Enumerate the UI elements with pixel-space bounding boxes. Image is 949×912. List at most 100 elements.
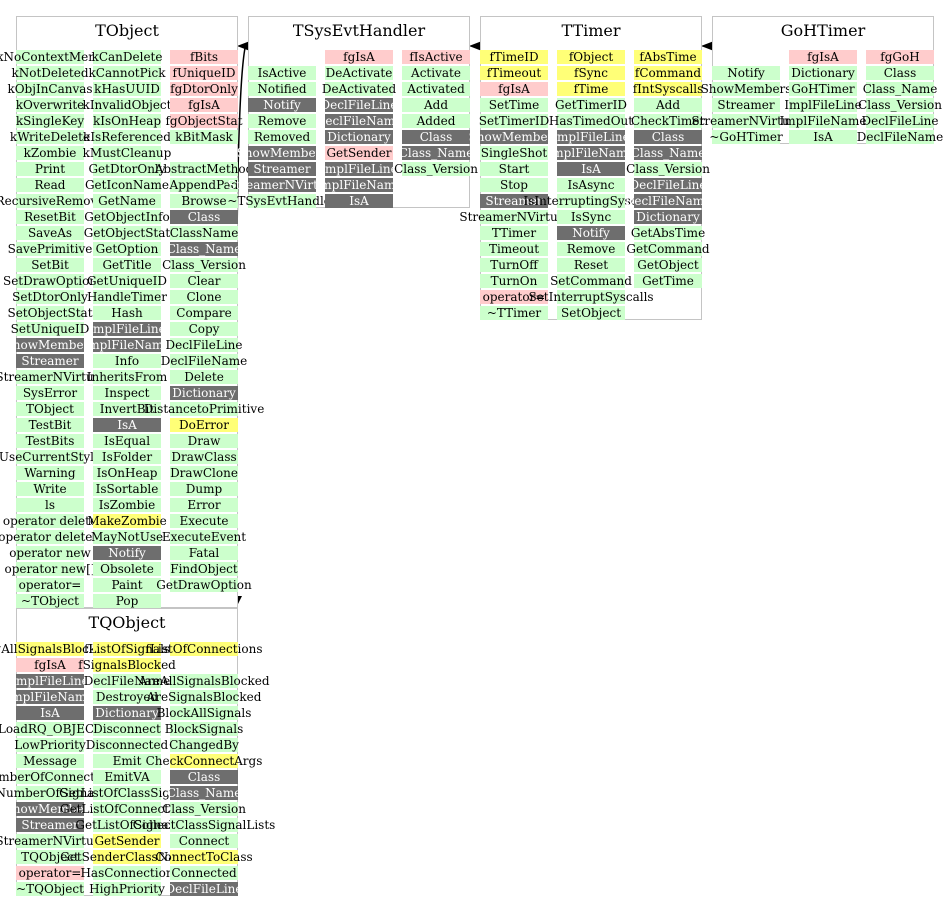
member-ttimer-turnoff: TurnOff <box>480 258 548 272</box>
member-ttimer-implfilename: ImplFileName <box>548 146 634 160</box>
member-label: Notify <box>727 66 765 80</box>
member-tobject-getdtoronly: GetDtorOnly <box>88 162 166 176</box>
member-label: Message <box>23 754 77 768</box>
member-tobject-streamer: Streamer <box>16 354 84 368</box>
member-tobject-syserror: SysError <box>16 386 84 400</box>
member-label: Dictionary <box>327 130 391 144</box>
member-gohtimer-gohtimer: GoHTimer <box>789 82 857 96</box>
member-tobject-getobjectinfo: GetObjectInfo <box>84 210 170 224</box>
member-label: ShowMembers <box>4 802 96 816</box>
member-tobject-kbitmask: kBitMask <box>170 130 238 144</box>
member-label: SetObjectStat <box>7 306 93 320</box>
member-tqobject-disconnect: Disconnect <box>93 722 161 736</box>
member-tobject-kcannotpick: kCannotPick <box>89 66 166 80</box>
member-tqobject-streamernvirtual: StreamerNVirtual <box>0 834 105 848</box>
member-tqobject-declfilename: DeclFileName <box>84 674 170 688</box>
member-tobject-kisonheap: kIsOnHeap <box>93 114 161 128</box>
member-ttimer-start: Start <box>480 162 548 176</box>
member-tsysevthandler-notify: Notify <box>248 98 316 112</box>
member-label: fgIsA <box>498 82 530 96</box>
member-tobject-funiqueid: fUniqueID <box>170 66 238 80</box>
member-tobject-operator-delete-: operator delete[] <box>0 530 102 544</box>
member-tobject-kmustcleanup: kMustCleanup <box>83 146 171 160</box>
member-label: GetDrawOption <box>156 578 252 592</box>
member-tobject-implfileline: ImplFileLine <box>88 322 166 336</box>
member-label: Draw <box>187 434 221 448</box>
member-label: Class_Name <box>166 786 242 800</box>
member-label: InvertBit <box>99 402 155 416</box>
member-label: SetDtorOnly <box>12 290 88 304</box>
member-label: TurnOff <box>490 258 538 272</box>
member-label: HighPriority <box>89 882 165 896</box>
member-ttimer-getobject: GetObject <box>634 258 702 272</box>
member-label: fBits <box>189 50 219 64</box>
member-tobject-pop: Pop <box>93 594 161 608</box>
member-tobject-error: Error <box>170 498 238 512</box>
member-label: IsEqual <box>103 434 151 448</box>
member-tobject-declfilename: DeclFileName <box>161 354 247 368</box>
member-label: DeclFileName <box>624 194 712 208</box>
member-label: kOverwrite <box>15 98 85 112</box>
member-tqobject-disconnected: Disconnected <box>86 738 168 752</box>
member-label: Pop <box>115 594 139 608</box>
member-label: ImplFileLine <box>88 322 166 336</box>
member-ttimer-ftimeid: fTimeID <box>480 50 548 64</box>
member-tsysevthandler-deactivated: DeActivated <box>322 82 396 96</box>
member-tobject-testbit: TestBit <box>16 418 84 432</box>
member-tobject-dump: Dump <box>170 482 238 496</box>
member-tqobject-highpriority: HighPriority <box>89 882 165 896</box>
member-label: IsSortable <box>95 482 159 496</box>
member-tobject-kwritedelete: kWriteDelete <box>10 130 90 144</box>
member-label: kIsOnHeap <box>92 114 162 128</box>
member-tobject-info: Info <box>93 354 161 368</box>
member-tobject-classname: ClassName <box>170 226 238 240</box>
member-label: Disconnected <box>85 738 169 752</box>
class-title: TSysEvtHandler <box>292 21 426 40</box>
member-label: Copy <box>188 322 220 336</box>
member-label: IsZombie <box>98 498 156 512</box>
member-label: Class <box>651 130 685 144</box>
member-label: DeActivate <box>325 66 393 80</box>
member-label: kCanDelete <box>91 50 163 64</box>
member-tqobject-operator-: operator= <box>16 866 84 880</box>
member-label: Info <box>114 354 140 368</box>
member-tobject-execute: Execute <box>170 514 238 528</box>
member-tqobject-lowpriority: LowPriority <box>14 738 86 752</box>
member-tqobject-destroyed: Destroyed <box>93 690 161 704</box>
member-tobject-usecurrentstyle: UseCurrentStyle <box>0 450 101 464</box>
member-label: ~TObject <box>21 594 79 608</box>
arrowhead-tobject <box>237 41 250 51</box>
member-tobject-draw: Draw <box>170 434 238 448</box>
member-label: SetBit <box>31 258 69 272</box>
member-label: ExecuteEvent <box>161 530 247 544</box>
member-label: DoError <box>178 418 230 432</box>
member-label: HasConnection <box>80 866 174 880</box>
member-label: InheritsFrom <box>86 370 168 384</box>
member-label: Streamer <box>21 354 79 368</box>
member-label: kIsReferenced <box>83 130 171 144</box>
member-label: DeclFileLine <box>320 98 398 112</box>
member-tobject-gettitle: GetTitle <box>93 258 161 272</box>
member-label: SetInterruptSyscalls <box>528 290 654 304</box>
member-label: RecursiveRemove <box>0 194 105 208</box>
member-label: Add <box>655 98 681 112</box>
member-tqobject-emit: Emit <box>93 754 161 768</box>
member-label: IsSync <box>570 210 612 224</box>
member-tobject-executeevent: ExecuteEvent <box>162 530 246 544</box>
member-tobject-handletimer: HandleTimer <box>87 290 167 304</box>
member-tsysevthandler-streamernvirtual: StreamerNVirtual <box>227 178 337 192</box>
member-label: Disconnect <box>93 722 161 736</box>
member-label: DeclFileLine <box>165 338 243 352</box>
member-tqobject-message: Message <box>16 754 84 768</box>
member-tobject-kobjincanvas: kObjInCanvas <box>7 82 93 96</box>
member-tqobject-fgisa: fgIsA <box>16 658 84 672</box>
member-label: AreSignalsBlocked <box>146 690 262 704</box>
member-label: ImplFileLine <box>11 674 89 688</box>
member-label: ShowMembers <box>4 338 96 352</box>
member-label: ShowMembers <box>236 146 328 160</box>
member-label: GetIconName <box>84 178 170 192</box>
member-label: TQObject <box>21 850 79 864</box>
member-label: ls <box>45 498 55 512</box>
member-label: SetUniqueID <box>10 322 90 336</box>
member-label: TestBit <box>28 418 72 432</box>
